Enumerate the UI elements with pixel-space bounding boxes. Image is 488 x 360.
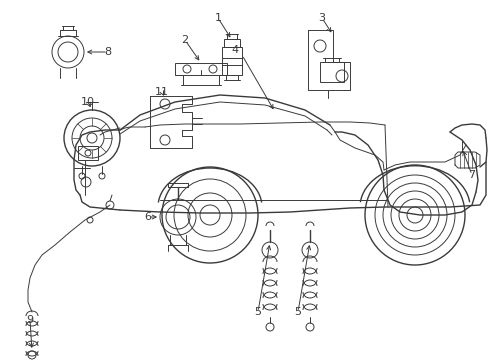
Text: 5: 5 — [294, 307, 301, 317]
Text: 11: 11 — [155, 87, 169, 97]
Text: 6: 6 — [144, 212, 151, 222]
Text: 5: 5 — [254, 307, 261, 317]
Text: 2: 2 — [181, 35, 188, 45]
Bar — [175, 63, 226, 75]
Text: 7: 7 — [468, 170, 475, 180]
Bar — [319, 62, 343, 82]
Text: 4: 4 — [231, 45, 238, 55]
Text: 9: 9 — [26, 315, 34, 325]
Text: 3: 3 — [318, 13, 325, 23]
Bar — [222, 47, 242, 75]
Bar — [78, 146, 98, 160]
Text: 8: 8 — [104, 47, 111, 57]
Bar — [224, 39, 240, 47]
Text: 1: 1 — [214, 13, 221, 23]
Text: 10: 10 — [81, 97, 95, 107]
